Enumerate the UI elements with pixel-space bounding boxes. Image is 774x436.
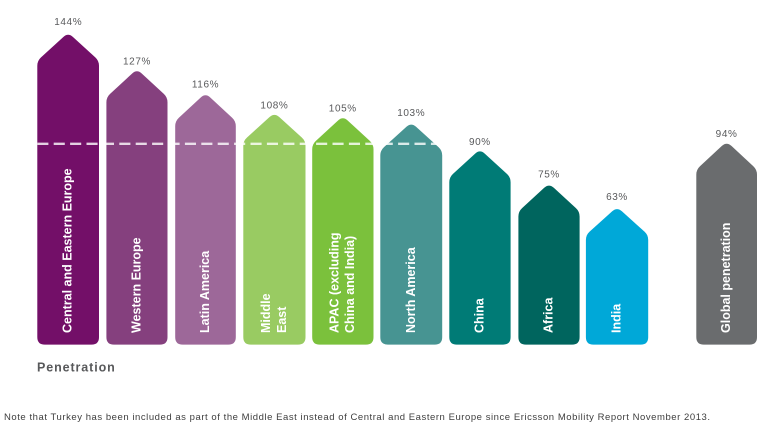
svg-text:94%: 94% xyxy=(716,129,738,140)
svg-text:Western Europe: Western Europe xyxy=(130,237,144,333)
svg-text:103%: 103% xyxy=(397,108,425,119)
svg-text:Latin America: Latin America xyxy=(198,250,212,333)
svg-text:105%: 105% xyxy=(329,103,357,114)
svg-text:Africa: Africa xyxy=(542,297,556,333)
svg-text:Middle: Middle xyxy=(259,293,273,333)
svg-text:108%: 108% xyxy=(260,101,288,112)
svg-text:Note that Turkey has been incl: Note that Turkey has been included as pa… xyxy=(4,412,711,423)
svg-text:China: China xyxy=(472,297,486,333)
svg-text:APAC (excluding: APAC (excluding xyxy=(327,233,341,333)
svg-text:63%: 63% xyxy=(606,192,628,203)
svg-text:East: East xyxy=(275,306,289,333)
svg-text:116%: 116% xyxy=(192,79,219,90)
svg-text:China and India): China and India) xyxy=(343,236,357,333)
svg-text:Global penetration: Global penetration xyxy=(719,223,733,333)
svg-text:Penetration: Penetration xyxy=(37,361,116,375)
svg-text:North America: North America xyxy=(404,246,418,333)
svg-text:75%: 75% xyxy=(538,170,560,181)
svg-text:90%: 90% xyxy=(469,137,491,148)
svg-text:144%: 144% xyxy=(54,17,82,28)
svg-text:India: India xyxy=(610,303,624,333)
svg-text:127%: 127% xyxy=(123,56,151,67)
svg-text:Central and Eastern Europe: Central and Eastern Europe xyxy=(61,168,75,333)
